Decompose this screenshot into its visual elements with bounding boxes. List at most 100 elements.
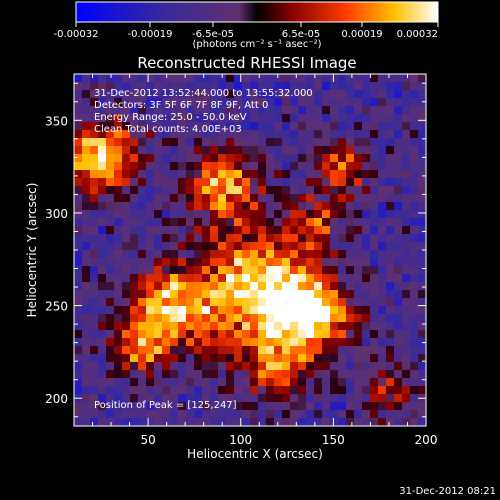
heatmap-cell bbox=[122, 194, 131, 203]
heatmap-cell bbox=[170, 130, 179, 139]
heatmap-cell bbox=[258, 402, 267, 411]
heatmap-cell bbox=[290, 154, 299, 163]
heatmap-cell bbox=[226, 98, 235, 107]
heatmap-cell bbox=[386, 306, 395, 315]
heatmap-cell bbox=[282, 394, 291, 403]
heatmap-cell bbox=[338, 274, 347, 283]
heatmap-cell bbox=[362, 338, 371, 347]
heatmap-cell bbox=[250, 410, 259, 419]
heatmap-cell bbox=[322, 122, 331, 131]
heatmap-cell bbox=[210, 290, 219, 299]
heatmap-cell bbox=[258, 250, 267, 259]
heatmap-cell bbox=[322, 82, 331, 91]
heatmap-cell bbox=[306, 386, 315, 395]
heatmap-cell bbox=[258, 362, 267, 371]
heatmap-cell bbox=[354, 306, 363, 315]
heatmap-cell bbox=[146, 410, 155, 419]
heatmap-cell bbox=[362, 186, 371, 195]
heatmap-cell bbox=[138, 282, 147, 291]
heatmap-cell bbox=[266, 218, 275, 227]
heatmap-cell bbox=[202, 354, 211, 363]
heatmap-cell bbox=[138, 130, 147, 139]
heatmap-cell bbox=[74, 410, 83, 419]
heatmap-cell bbox=[210, 314, 219, 323]
heatmap-cell bbox=[354, 346, 363, 355]
heatmap-cell bbox=[346, 402, 355, 411]
heatmap-cell bbox=[202, 266, 211, 275]
heatmap-cell bbox=[202, 298, 211, 307]
heatmap-cell bbox=[386, 74, 395, 83]
heatmap-cell bbox=[290, 234, 299, 243]
annotation-clean-counts: Clean Total counts: 4.00E+03 bbox=[94, 124, 242, 135]
heatmap-cell bbox=[234, 322, 243, 331]
heatmap-cell bbox=[146, 290, 155, 299]
heatmap-cell bbox=[210, 274, 219, 283]
heatmap-cell bbox=[410, 226, 419, 235]
heatmap-cell bbox=[322, 418, 331, 427]
heatmap-cell bbox=[266, 282, 275, 291]
heatmap-cell bbox=[250, 226, 259, 235]
heatmap-cell bbox=[274, 298, 283, 307]
heatmap-cell bbox=[282, 338, 291, 347]
heatmap-cell bbox=[378, 194, 387, 203]
heatmap-cell bbox=[146, 346, 155, 355]
heatmap-cell bbox=[170, 282, 179, 291]
heatmap-cell bbox=[314, 378, 323, 387]
heatmap-cell bbox=[210, 386, 219, 395]
heatmap-cell bbox=[114, 386, 123, 395]
heatmap-cell bbox=[322, 130, 331, 139]
heatmap-cell bbox=[106, 290, 115, 299]
heatmap-cell bbox=[178, 370, 187, 379]
heatmap-cell bbox=[90, 74, 99, 83]
heatmap-cell bbox=[386, 394, 395, 403]
heatmap-cell bbox=[130, 290, 139, 299]
heatmap-cell bbox=[402, 258, 411, 267]
heatmap-cell bbox=[122, 394, 131, 403]
heatmap-cell bbox=[274, 370, 283, 379]
heatmap-cell bbox=[114, 146, 123, 155]
heatmap-cell bbox=[218, 146, 227, 155]
heatmap-cell bbox=[410, 170, 419, 179]
heatmap-cell bbox=[394, 346, 403, 355]
heatmap-cell bbox=[138, 402, 147, 411]
heatmap-cell bbox=[338, 418, 347, 427]
heatmap-cell bbox=[274, 418, 283, 427]
heatmap-cell bbox=[418, 234, 427, 243]
heatmap-cell bbox=[202, 98, 211, 107]
heatmap-cell bbox=[394, 402, 403, 411]
heatmap-cell bbox=[394, 74, 403, 83]
heatmap-cell bbox=[114, 354, 123, 363]
heatmap-cell bbox=[186, 194, 195, 203]
heatmap-cell bbox=[354, 154, 363, 163]
heatmap-cell bbox=[122, 202, 131, 211]
heatmap-cell bbox=[386, 250, 395, 259]
heatmap-cell bbox=[378, 138, 387, 147]
heatmap-cell bbox=[258, 146, 267, 155]
heatmap-cell bbox=[82, 170, 91, 179]
heatmap-cell bbox=[210, 146, 219, 155]
heatmap-cell bbox=[82, 338, 91, 347]
heatmap-cell bbox=[234, 106, 243, 115]
colorbar-tick-label: 6.5e-05 bbox=[282, 29, 320, 40]
heatmap-cell bbox=[378, 106, 387, 115]
heatmap-cell bbox=[146, 194, 155, 203]
heatmap-cell bbox=[290, 282, 299, 291]
heatmap-cell bbox=[266, 138, 275, 147]
heatmap-cell bbox=[146, 242, 155, 251]
heatmap-cell bbox=[106, 170, 115, 179]
heatmap-cell bbox=[314, 362, 323, 371]
heatmap-cell bbox=[386, 106, 395, 115]
y-tick-label: 350 bbox=[45, 114, 68, 128]
heatmap-cell bbox=[394, 266, 403, 275]
heatmap-cell bbox=[346, 330, 355, 339]
heatmap-cell bbox=[354, 194, 363, 203]
heatmap-cell bbox=[194, 186, 203, 195]
heatmap-cell bbox=[346, 106, 355, 115]
heatmap-cell bbox=[418, 322, 427, 331]
heatmap-cell bbox=[338, 234, 347, 243]
heatmap-cell bbox=[266, 146, 275, 155]
heatmap-cell bbox=[162, 186, 171, 195]
heatmap-cell bbox=[202, 194, 211, 203]
heatmap-cell bbox=[130, 322, 139, 331]
heatmap-cell bbox=[170, 250, 179, 259]
